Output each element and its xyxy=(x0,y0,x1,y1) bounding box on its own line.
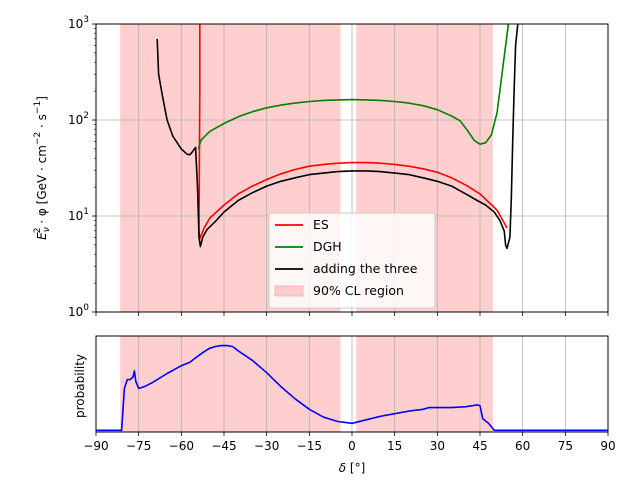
ylabel-nu-sub: ν xyxy=(42,227,52,232)
bottom-y-axis-label: probability xyxy=(73,354,87,418)
x-tick-label: −30 xyxy=(254,439,279,453)
y-tick-label: 102 xyxy=(68,111,89,127)
ylabel-end: ] xyxy=(35,96,49,101)
x-tick-label: −60 xyxy=(169,439,194,453)
ylabel-sq-sup: 2 xyxy=(33,228,43,234)
bottom-cl-regions xyxy=(120,336,493,432)
legend-label: adding the three xyxy=(313,261,418,276)
series-line-adding-the-three xyxy=(156,23,519,250)
bottom-x-axis-label: δ [°] xyxy=(339,461,366,475)
x-tick-label: −90 xyxy=(83,439,108,453)
bottom-series-lines xyxy=(96,344,608,432)
bottom-grid xyxy=(95,336,609,432)
y-tick-label: 100 xyxy=(68,303,89,319)
x-tick-label: 30 xyxy=(430,439,445,453)
top-y-axis-label: Eν2 · φ [GeV · cm−2 · s−1] xyxy=(33,96,52,240)
bottom-x-ticks: −90 −75 −60 −45 −30 −15 0 15 30 45 60 75 90 xyxy=(83,432,616,453)
probability-panel: −90 −75 −60 −45 −30 −15 0 15 30 45 60 75 90 probabil… xyxy=(73,335,616,475)
legend-box xyxy=(268,212,436,309)
ylabel-s-exp: −1 xyxy=(33,101,43,114)
series-line-es xyxy=(198,24,508,240)
y-tick-base: 10 xyxy=(68,305,83,319)
x-tick-label: 75 xyxy=(558,439,573,453)
y-tick-label: 103 xyxy=(68,15,89,31)
x-tick-label: 60 xyxy=(515,439,530,453)
legend: ES DGH adding the three 90% CL region xyxy=(268,212,436,309)
cl-region-0 xyxy=(120,336,341,432)
y-tick-exp: 2 xyxy=(83,111,89,121)
x-tick-label: −45 xyxy=(211,439,236,453)
y-tick-exp: 3 xyxy=(83,15,89,25)
x-tick-label: 90 xyxy=(600,439,615,453)
legend-label: DGH xyxy=(313,239,342,254)
legend-swatch xyxy=(274,285,304,297)
ylabel-s: · s xyxy=(35,114,49,132)
legend-label: ES xyxy=(313,217,329,232)
y-tick-label: 101 xyxy=(68,207,89,223)
y-tick-base: 10 xyxy=(68,17,83,31)
legend-label: 90% CL region xyxy=(313,283,404,298)
top-x-ticks xyxy=(95,312,609,316)
x-tick-label: −15 xyxy=(297,439,322,453)
y-tick-base: 10 xyxy=(68,113,83,127)
xlabel-delta: δ xyxy=(339,461,346,475)
ylabel-mid: · φ [GeV · cm xyxy=(35,145,49,227)
x-tick-label: 15 xyxy=(387,439,402,453)
series-line-dgh xyxy=(197,23,510,150)
y-tick-base: 10 xyxy=(68,209,83,223)
y-tick-exp: 0 xyxy=(83,303,89,313)
ylabel-cm-exp: −2 xyxy=(33,132,43,145)
y-tick-exp: 1 xyxy=(83,207,89,217)
series-line-probability xyxy=(96,344,608,432)
xlabel-unit: [°] xyxy=(346,461,365,475)
ylabel-e: E xyxy=(35,232,49,240)
top-series-lines xyxy=(156,23,519,250)
x-tick-label: 45 xyxy=(472,439,487,453)
x-tick-label: 0 xyxy=(348,439,356,453)
x-tick-label: −75 xyxy=(126,439,151,453)
